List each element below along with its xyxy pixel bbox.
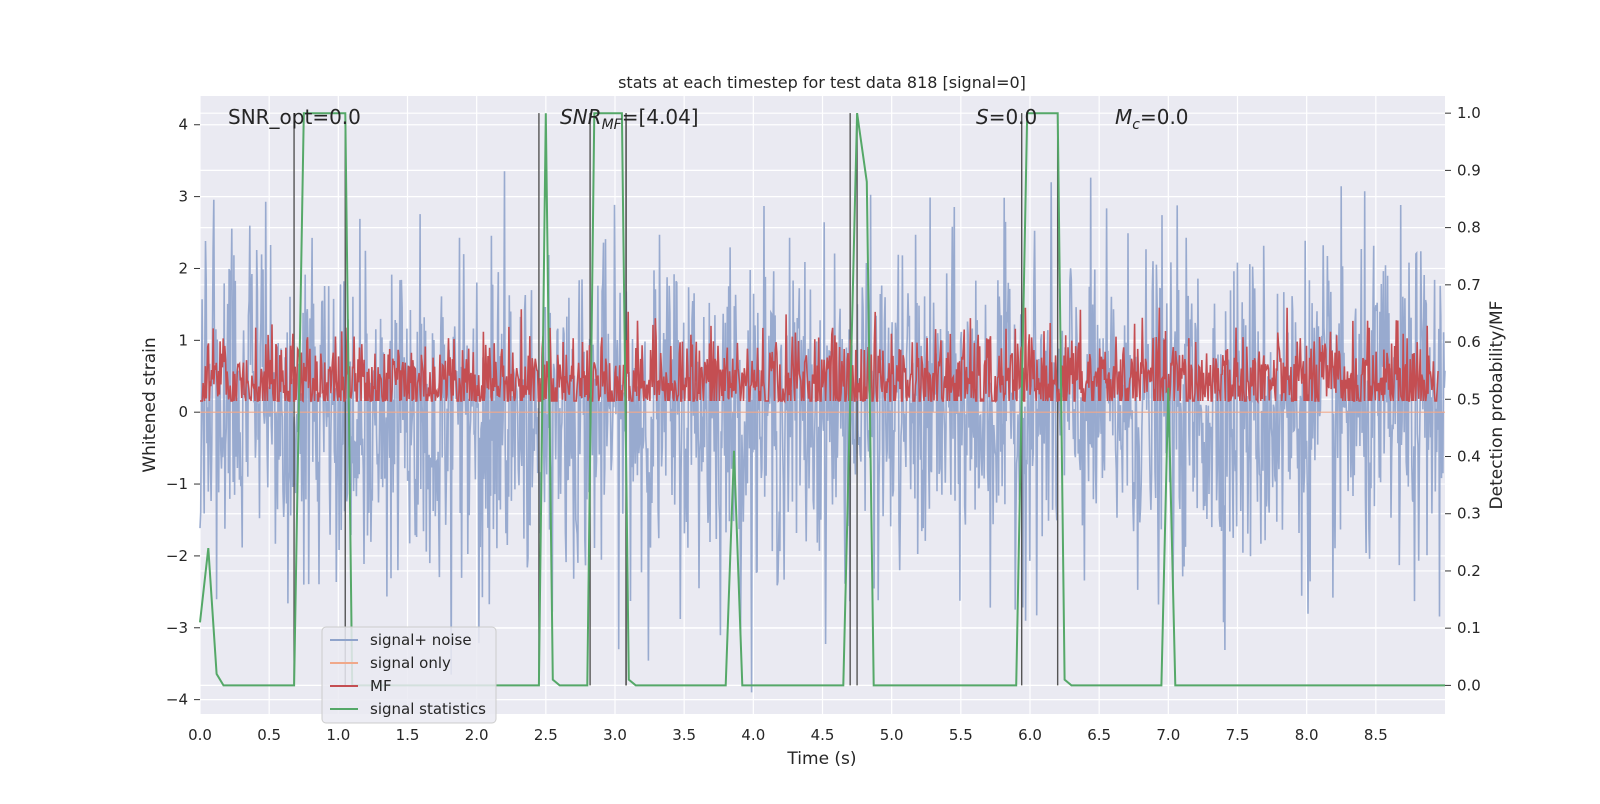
y-tick-label-left: −3 <box>166 619 188 637</box>
y-axis-label-left: Whitened strain <box>140 337 160 472</box>
y-tick-label-right: 0.5 <box>1457 390 1481 408</box>
legend-label-signal-only: signal only <box>370 654 451 672</box>
x-tick-label: 2.0 <box>465 726 489 744</box>
y-tick-label-right: 0.8 <box>1457 219 1481 237</box>
axes-ticks: 0.0 0.5 1.0 1.5 2.0 2.5 3.0 3.5 4.0 4.5 5.0 5.5 6.0 6… <box>166 104 1481 744</box>
x-tick-label: 1.5 <box>396 726 420 744</box>
line-mf <box>200 307 1439 404</box>
y-tick-label-left: 4 <box>178 116 188 134</box>
x-tick-label: 8.5 <box>1364 726 1388 744</box>
annotation-mc-base: M <box>1115 105 1132 129</box>
legend-label-mf: MF <box>370 677 392 695</box>
annotation-snr-mf-sub: MF <box>602 117 623 133</box>
y-tick-label-left: −1 <box>166 475 188 493</box>
x-tick-label: 4.5 <box>811 726 835 744</box>
series-mf <box>200 307 1439 404</box>
x-tick-label: 5.0 <box>880 726 904 744</box>
x-tick-label: 2.5 <box>534 726 558 744</box>
annotation-snr-mf: SNRMF=[4.04] <box>560 105 699 133</box>
x-tick-label: 7.0 <box>1156 726 1180 744</box>
y-axis-label-right: Detection probability/MF <box>1487 301 1507 510</box>
series-signal-statistics <box>199 112 1445 687</box>
annotation-s-rest: =0.0 <box>989 105 1038 129</box>
annotation-snr-mf-rest: =[4.04] <box>622 105 699 129</box>
y-tick-label-left: −4 <box>166 691 188 709</box>
x-tick-label: 6.0 <box>1018 726 1042 744</box>
y-tick-label-left: 1 <box>178 331 188 349</box>
y-tick-label-left: 0 <box>178 403 188 421</box>
x-tick-label: 4.0 <box>741 726 765 744</box>
y-tick-label-right: 0.7 <box>1457 276 1481 294</box>
annotation-s-base: S <box>976 105 989 129</box>
y-tick-label-left: −2 <box>166 547 188 565</box>
y-tick-label-right: 0.2 <box>1457 562 1481 580</box>
annotation-snr-mf-base: SNR <box>560 105 602 129</box>
x-tick-label: 0.0 <box>188 726 212 744</box>
y-tick-label-right: 0.3 <box>1457 505 1481 523</box>
legend-box <box>321 626 497 724</box>
x-tick-label: 5.5 <box>949 726 973 744</box>
x-tick-label: 3.0 <box>603 726 627 744</box>
y-tick-label-right: 1.0 <box>1457 104 1481 122</box>
annotation-snr-opt: SNR_opt=0.0 <box>228 105 361 129</box>
series-signal-plus-noise <box>199 171 1446 693</box>
y-tick-label-right: 0.9 <box>1457 161 1481 179</box>
x-tick-label: 0.5 <box>257 726 281 744</box>
x-axis-label: Time (s) <box>786 749 856 769</box>
x-tick-label: 8.0 <box>1295 726 1319 744</box>
legend-label-signal-plus-noise: signal+ noise <box>370 631 472 649</box>
legend: signal+ noise signal only MF signal stat… <box>321 626 497 724</box>
x-tick-label: 7.5 <box>1226 726 1250 744</box>
y-tick-label-right: 0.4 <box>1457 448 1481 466</box>
annotation-mc-sub: c <box>1132 117 1140 133</box>
y-tick-label-right: 0.1 <box>1457 619 1481 637</box>
line-signal-statistics <box>199 112 1445 687</box>
y-tick-label-right: 0.6 <box>1457 333 1481 351</box>
y-tick-label-left: 3 <box>178 188 188 206</box>
chart-title: stats at each timestep for test data 818… <box>618 73 1026 92</box>
y-tick-label-right: 0.0 <box>1457 676 1481 694</box>
y-tick-label-left: 2 <box>178 259 188 277</box>
x-tick-label: 1.0 <box>326 726 350 744</box>
x-tick-label: 6.5 <box>1087 726 1111 744</box>
x-tick-label: 3.5 <box>672 726 696 744</box>
legend-label-signal-statistics: signal statistics <box>370 700 486 718</box>
annotation-s: S=0.0 <box>976 105 1037 129</box>
annotation-mc: Mc=0.0 <box>1115 105 1189 133</box>
annotation-mc-rest: =0.0 <box>1140 105 1189 129</box>
